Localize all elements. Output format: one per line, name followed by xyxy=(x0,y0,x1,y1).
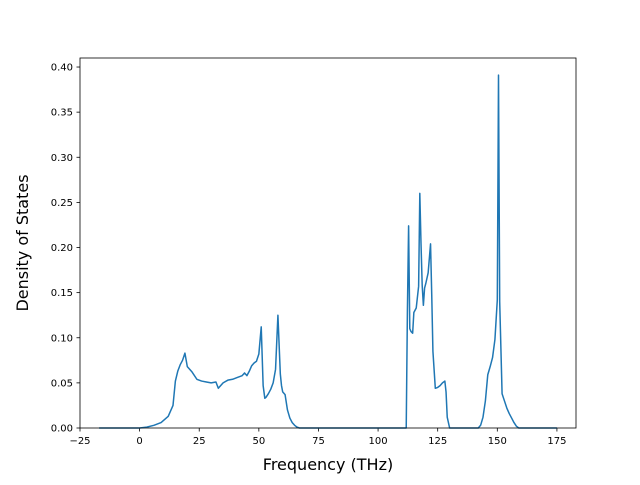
y-tick-label: 0.20 xyxy=(51,243,73,254)
x-tick-label: 25 xyxy=(193,436,206,447)
y-tick-label: 0.15 xyxy=(51,288,73,299)
x-tick-label: 0 xyxy=(136,436,142,447)
y-axis-label: Density of States xyxy=(13,174,32,311)
y-tick-label: 0.35 xyxy=(51,108,73,119)
x-tick-label: 100 xyxy=(369,436,388,447)
x-tick-label: 125 xyxy=(428,436,447,447)
x-tick-label: 50 xyxy=(252,436,265,447)
y-tick-label: 0.00 xyxy=(51,424,73,435)
x-axis-label: Frequency (THz) xyxy=(263,455,393,474)
y-tick-label: 0.40 xyxy=(51,63,73,74)
x-tick-label: 150 xyxy=(488,436,507,447)
y-tick-label: 0.30 xyxy=(51,153,73,164)
x-tick-label: −25 xyxy=(69,436,90,447)
plot-area xyxy=(80,58,576,428)
y-tick-label: 0.05 xyxy=(51,378,73,389)
y-tick-label: 0.25 xyxy=(51,198,73,209)
x-tick-label: 75 xyxy=(312,436,325,447)
x-tick-label: 175 xyxy=(547,436,566,447)
plot-frame xyxy=(79,57,577,429)
x-axis-ticks: −25 0 25 50 75 100 125 150 175 xyxy=(69,428,566,447)
y-axis-ticks: 0.00 0.05 0.10 0.15 0.20 0.25 0.30 0.35 0.40 xyxy=(51,63,80,435)
y-tick-label: 0.10 xyxy=(51,333,73,344)
